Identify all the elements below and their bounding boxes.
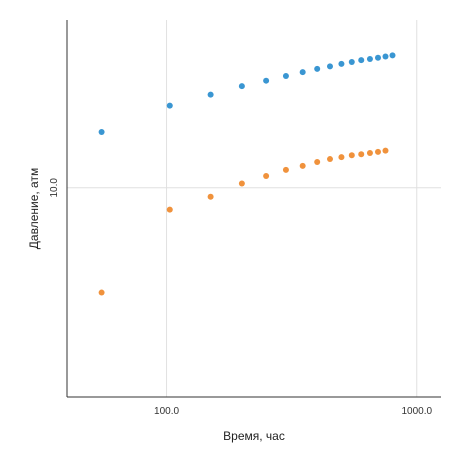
data-point-series-2 <box>366 149 373 156</box>
data-point-series-1 <box>326 63 333 70</box>
x-axis-title: Время, час <box>223 429 285 443</box>
data-point-series-1 <box>348 59 355 66</box>
tick-labels: 100.0 1000.0 10.0 <box>49 178 432 417</box>
data-point-series-2 <box>314 158 321 165</box>
data-point-series-2 <box>358 151 365 158</box>
data-point-series-2 <box>382 147 389 154</box>
data-point-series-1 <box>382 53 389 60</box>
x-tick-label: 100.0 <box>154 406 179 417</box>
data-point-series-1 <box>238 83 245 90</box>
y-tick-label: 10.0 <box>49 178 60 198</box>
data-point-series-2 <box>282 166 289 173</box>
data-point-series-1 <box>299 69 306 76</box>
data-point-series-1 <box>98 128 105 135</box>
data-point-series-2 <box>166 206 173 213</box>
data-point-series-1 <box>207 91 214 98</box>
data-point-series-1 <box>314 65 321 72</box>
data-point-series-2 <box>263 173 270 180</box>
data-point-series-2 <box>326 156 333 163</box>
data-point-series-2 <box>348 152 355 159</box>
data-point-series-2 <box>98 289 105 296</box>
data-point-series-2 <box>207 193 214 200</box>
data-point-series-2 <box>238 180 245 187</box>
data-point-series-2 <box>374 148 381 155</box>
gridlines <box>67 20 441 397</box>
data-point-series-1 <box>166 102 173 109</box>
axes <box>66 20 441 398</box>
data-point-series-1 <box>282 73 289 80</box>
data-point-series-2 <box>299 162 306 169</box>
data-points <box>98 52 396 296</box>
y-axis-title: Давление, атм <box>27 168 41 249</box>
data-point-series-1 <box>263 77 270 84</box>
data-point-series-1 <box>338 60 345 67</box>
data-point-series-1 <box>366 55 373 62</box>
x-tick-label: 1000.0 <box>401 406 432 417</box>
data-point-series-1 <box>358 57 365 64</box>
data-point-series-2 <box>338 154 345 161</box>
data-point-series-1 <box>389 52 396 59</box>
data-point-series-1 <box>374 54 381 61</box>
